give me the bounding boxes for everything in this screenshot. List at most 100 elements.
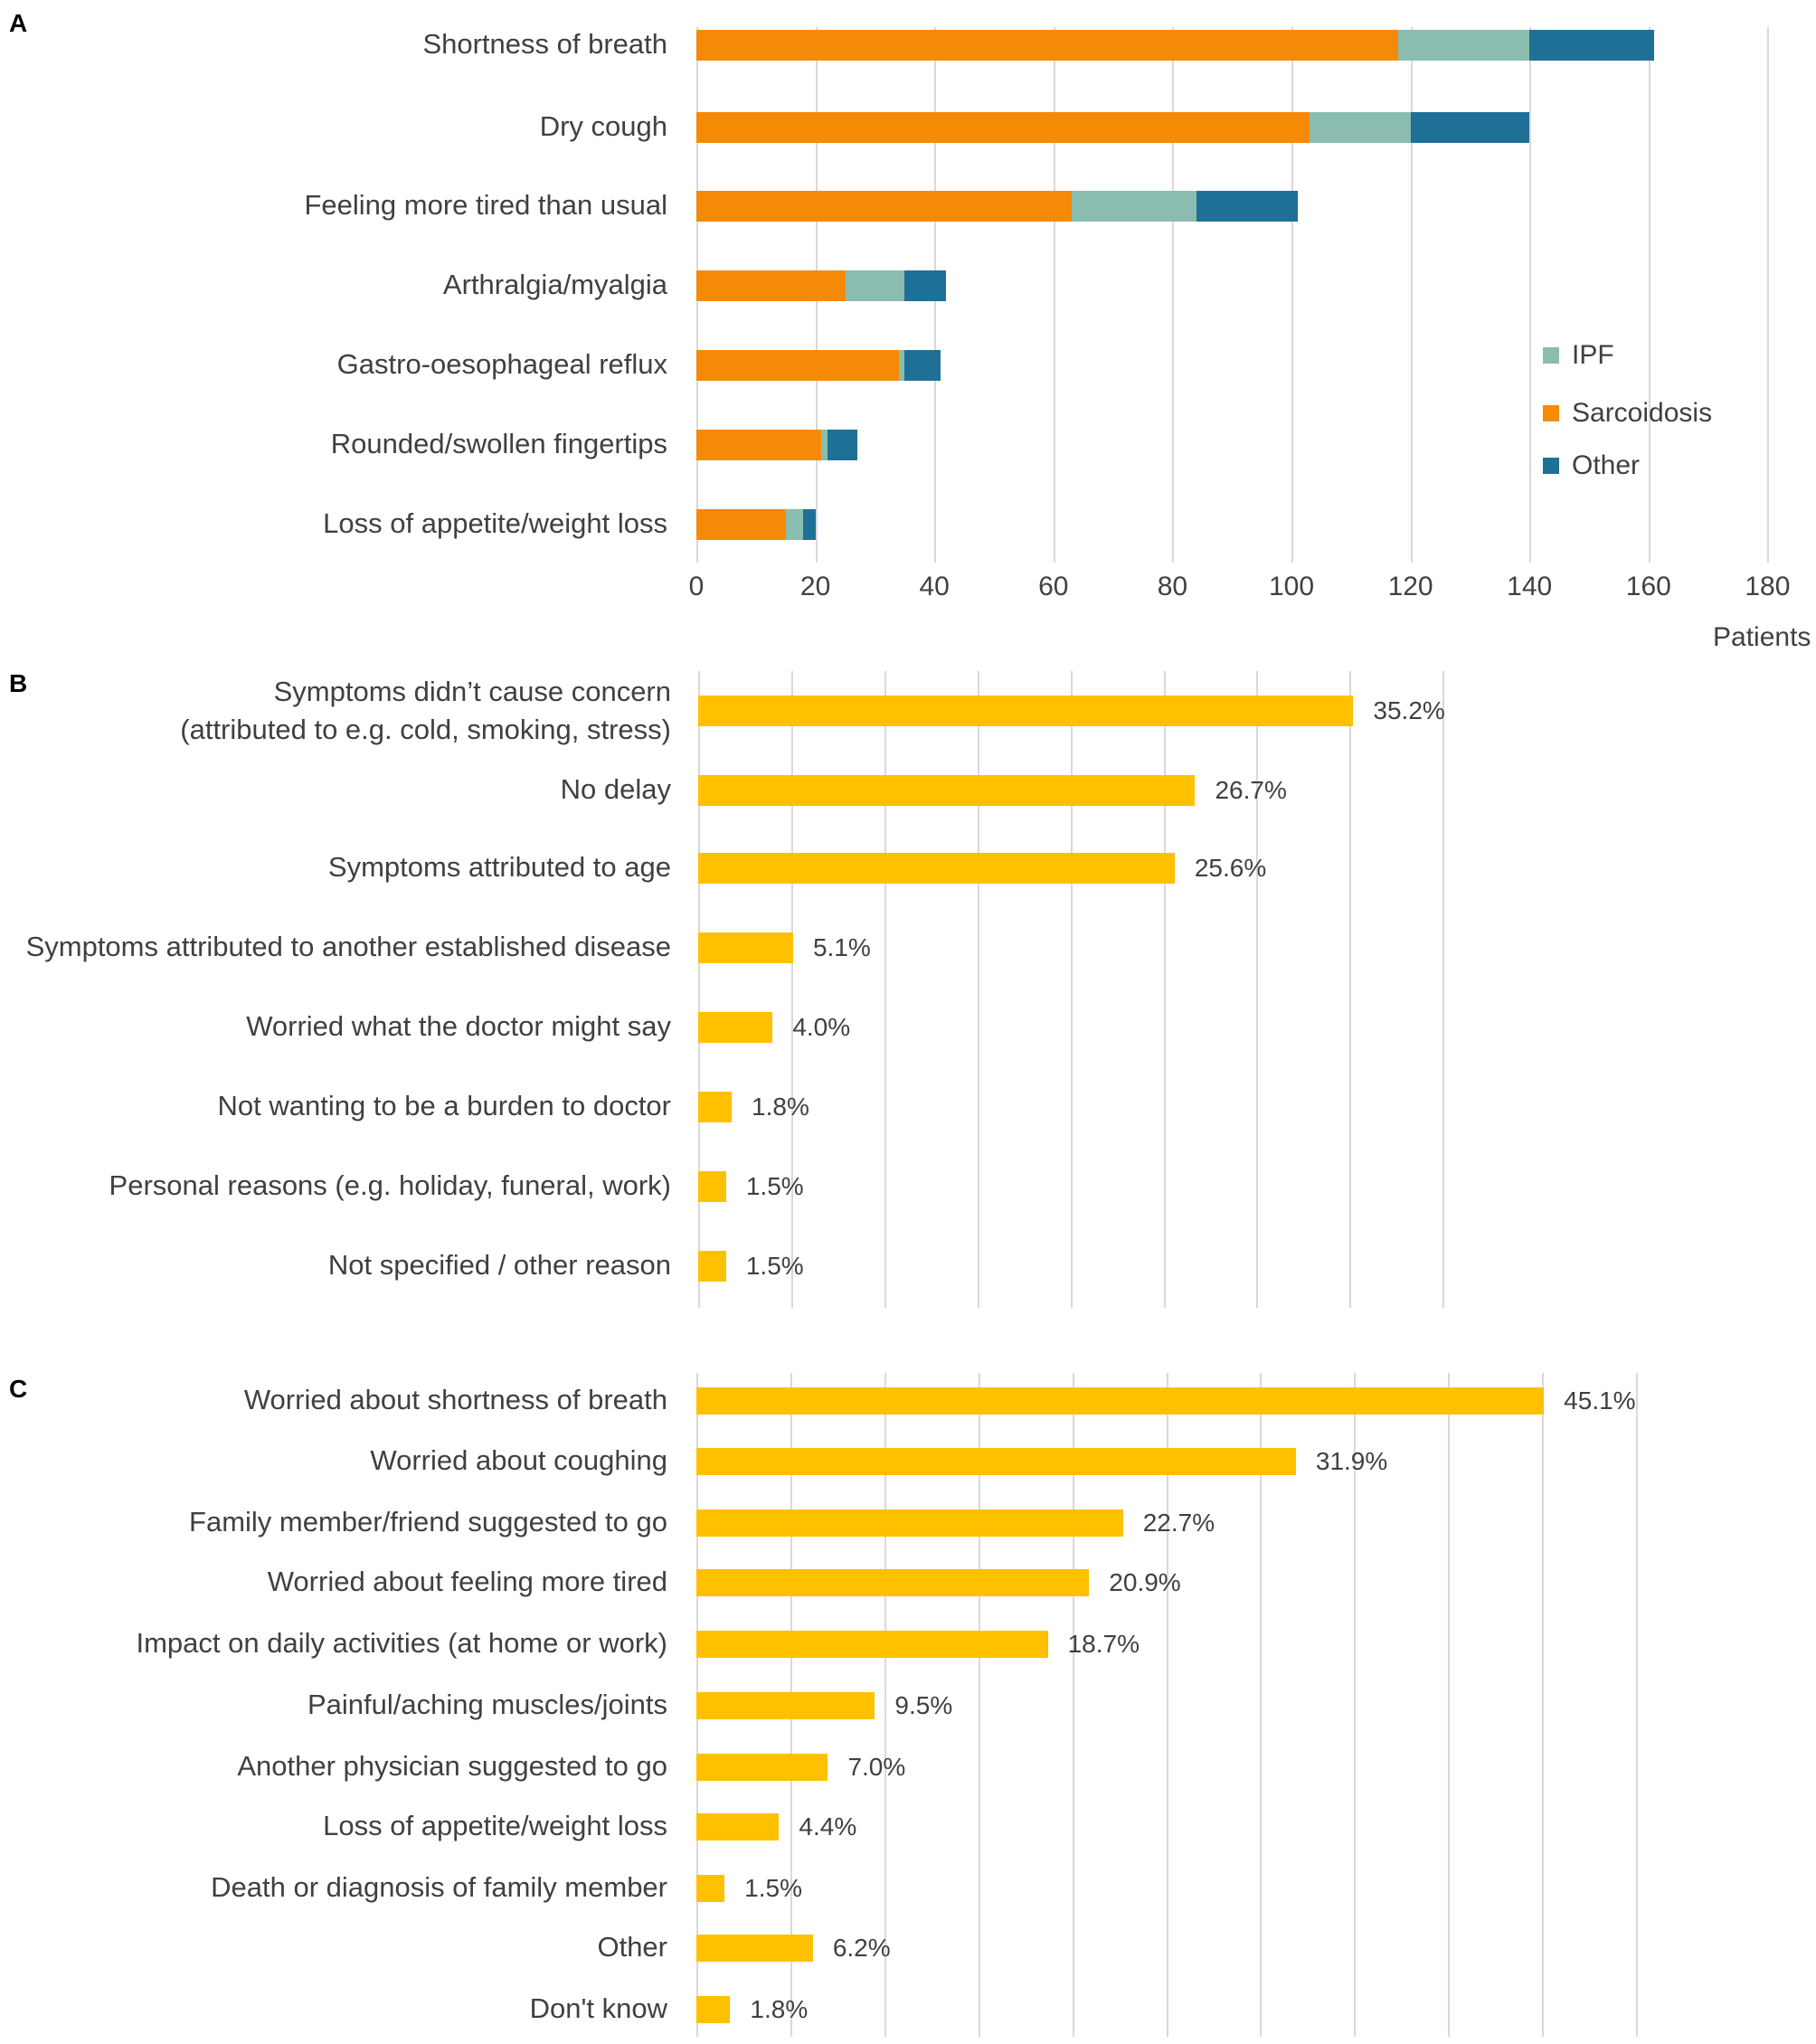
panel-b-bar	[698, 853, 1175, 884]
panel-a-category-label: Gastro-oesophageal reflux	[337, 346, 667, 383]
panel-a-bar-ipf	[898, 350, 905, 381]
panel-c-bar	[696, 1569, 1090, 1596]
panel-a-bar-sarcoidosis	[696, 112, 1310, 143]
panel-c-gridline-50	[1636, 1373, 1638, 2037]
panel-b-category-label: Not wanting to be a burden to doctor	[218, 1088, 672, 1124]
panel-c-value-label: 1.8%	[750, 1995, 809, 2023]
panel-a-tick-label: 0	[688, 572, 705, 601]
panel-c-category-label-line: Impact on daily activities (at home or w…	[136, 1627, 668, 1659]
panel-c-bar	[696, 1754, 828, 1781]
panel-a-bar-ipf	[1071, 191, 1196, 222]
panel-b-gridline-20	[1070, 671, 1073, 1308]
panel-b-bar	[698, 775, 1196, 806]
panel-a-tick-label: 80	[1157, 572, 1188, 601]
panel-a-bar-other	[827, 430, 857, 460]
panel-b-gridline-25	[1163, 671, 1166, 1308]
panel-c-category-label: Don't know	[530, 1991, 667, 2027]
panel-a-bar-sarcoidosis	[696, 350, 899, 381]
panel-b-bar	[698, 696, 1354, 726]
panel-c-value-label: 4.4%	[799, 1812, 857, 1841]
panel-b-value-label: 1.5%	[745, 1172, 804, 1200]
panel-a-bar-sarcoidosis	[696, 430, 822, 460]
panel-c-bar	[696, 1875, 725, 1902]
panel-c-value-label: 22.7%	[1142, 1509, 1215, 1537]
panel-c-category-label-line: Other	[597, 1931, 667, 1963]
panel-a-tick-label: 160	[1625, 572, 1671, 601]
panel-a-category-label-line: Arthralgia/myalgia	[442, 269, 667, 300]
legend-label-sarcoidosis: Sarcoidosis	[1572, 398, 1713, 428]
panel-a-bar-other	[1410, 112, 1530, 143]
panel-a-tick-label: 140	[1507, 572, 1553, 601]
panel-a-bar-ipf	[785, 509, 804, 540]
panel-b-category-label-line: No delay	[560, 773, 671, 805]
panel-b-bar	[698, 1012, 773, 1043]
panel-c-gridline-25	[1166, 1373, 1168, 2037]
panel-b-gridline-15	[977, 671, 979, 1308]
panel-b-gridline-5	[790, 671, 793, 1308]
panel-c-value-label: 6.2%	[832, 1934, 891, 1962]
legend-swatch-ipf	[1543, 347, 1559, 364]
panel-b-category-label: No delay	[561, 771, 671, 808]
panel-a-category-label: Dry cough	[540, 109, 667, 145]
panel-b-gridline-30	[1256, 671, 1259, 1308]
panel-b-bar	[698, 1092, 733, 1122]
panel-b-category-label-line: (attributed to e.g. cold, smoking, stres…	[180, 714, 671, 745]
panel-a-gridline-60	[1053, 27, 1055, 563]
panel-c-bar	[696, 1813, 780, 1841]
panel-a-category-label: Rounded/swollen fingertips	[331, 426, 667, 462]
panel-b-category-label-line: Not wanting to be a burden to doctor	[217, 1090, 672, 1121]
panel-a-gridline-100	[1291, 27, 1293, 563]
panel-a-category-label-line: Loss of appetite/weight loss	[323, 507, 667, 539]
panel-c-category-label-line: Another physician suggested to go	[237, 1750, 667, 1782]
panel-b-gridline-0	[698, 671, 700, 1308]
panel-a-category-label: Arthralgia/myalgia	[443, 267, 667, 303]
panel-c-bar	[696, 1387, 1545, 1415]
panel-b-category-label-line: Personal reasons (e.g. holiday, funeral,…	[109, 1169, 671, 1201]
panel-c-gridline-45	[1542, 1373, 1545, 2037]
panel-a-letter: A	[9, 9, 28, 37]
panel-a-tick-label: 120	[1387, 572, 1433, 601]
panel-a-category-label-line: Feeling more tired than usual	[304, 189, 667, 221]
panel-a-bar-sarcoidosis	[696, 30, 1399, 61]
panel-b-bar	[698, 932, 793, 963]
panel-a-bar-ipf	[821, 430, 828, 460]
panel-c-value-label: 20.9%	[1109, 1568, 1181, 1596]
panel-c-category-label-line: Worried about feeling more tired	[267, 1566, 667, 1597]
panel-c-gridline-40	[1448, 1373, 1451, 2037]
legend-label-ipf: IPF	[1572, 340, 1614, 370]
panel-c-category-label: Family member/friend suggested to go	[189, 1504, 667, 1540]
panel-c-category-label: Another physician suggested to go	[237, 1748, 667, 1784]
panel-c-category-label-line: Painful/aching muscles/joints	[307, 1689, 667, 1720]
panel-c-category-label: Worried about shortness of breath	[244, 1382, 667, 1418]
panel-c-category-label: Painful/aching muscles/joints	[307, 1687, 667, 1723]
panel-a-bar-sarcoidosis	[696, 191, 1072, 222]
panel-b-value-label: 35.2%	[1373, 696, 1445, 724]
panel-a-gridline-180	[1767, 27, 1770, 563]
panel-c-gridline-10	[884, 1373, 886, 2037]
panel-a-tick-label: 20	[799, 572, 831, 601]
panel-a-category-label-line: Gastro-oesophageal reflux	[336, 348, 667, 380]
panel-b-value-label: 1.5%	[745, 1252, 804, 1280]
panel-a-tick-label: 40	[919, 572, 950, 601]
panel-c-gridline-15	[978, 1373, 980, 2037]
panel-c-category-label-line: Worried about shortness of breath	[243, 1384, 667, 1415]
panel-c-category-label-line: Family member/friend suggested to go	[189, 1506, 667, 1538]
panel-a-legend-other: Other	[1543, 450, 1640, 481]
legend-label-other: Other	[1572, 450, 1641, 480]
panel-a-x-axis-title: Patients	[1713, 622, 1811, 652]
panel-c-value-label: 7.0%	[847, 1753, 906, 1781]
panel-c-category-label-line: Death or diagnosis of family member	[211, 1871, 667, 1903]
panel-a-bar-sarcoidosis	[696, 270, 846, 301]
panel-c-value-label: 18.7%	[1067, 1630, 1140, 1658]
panel-b-gridline-35	[1349, 671, 1352, 1308]
legend-swatch-sarcoidosis	[1543, 405, 1559, 421]
panel-c-value-label: 1.5%	[744, 1874, 802, 1902]
panel-a-bar-ipf	[1398, 30, 1530, 61]
legend-swatch-other	[1543, 458, 1559, 474]
panel-b-category-label: Symptoms attributed to age	[328, 849, 671, 885]
panel-b-category-label: Not specified / other reason	[328, 1247, 671, 1283]
panel-a-tick-label: 180	[1745, 572, 1791, 601]
panel-a-bar-other	[803, 509, 816, 540]
panel-c-value-label: 45.1%	[1564, 1386, 1636, 1415]
panel-c-gridline-35	[1354, 1373, 1357, 2037]
